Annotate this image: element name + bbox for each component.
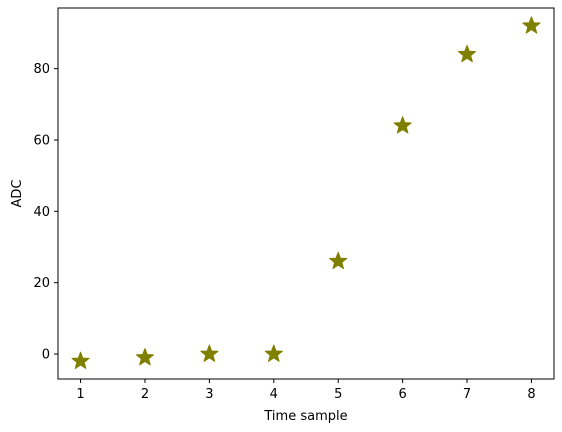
x-tick-label: 5 [334,387,342,402]
y-tick-label: 20 [33,276,50,291]
x-axis-label: Time sample [263,409,347,424]
y-tick-label: 40 [33,205,50,220]
y-tick-label: 60 [33,133,50,148]
x-tick-label: 8 [527,387,535,402]
x-tick-label: 1 [76,387,84,402]
y-tick-label: 80 [33,62,50,77]
y-axis-label: ADC [10,180,25,208]
x-axis-ticks: 1 2 3 4 5 6 7 8 [76,379,535,402]
x-tick-label: 6 [398,387,406,402]
x-tick-label: 2 [141,387,149,402]
x-tick-label: 7 [463,387,471,402]
y-tick-label: 0 [42,348,50,363]
x-tick-label: 4 [270,387,278,402]
x-tick-label: 3 [205,387,213,402]
y-axis-ticks: 0 20 40 60 80 [33,62,58,362]
plot-area [58,8,554,379]
